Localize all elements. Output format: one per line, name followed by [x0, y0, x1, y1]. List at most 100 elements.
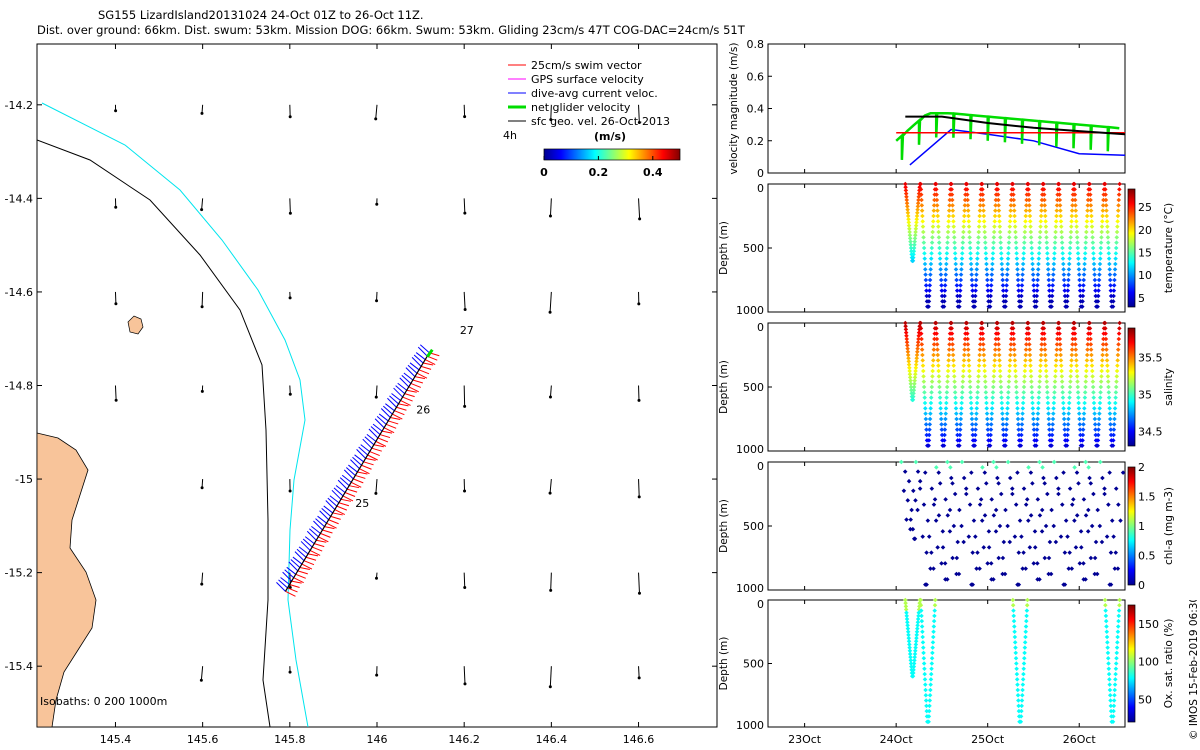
profile-point [945, 459, 950, 465]
profile-point [1052, 379, 1058, 384]
velocity-y-axis-label: velocity magnitude (m/s) [728, 43, 740, 175]
profile-point [996, 336, 1001, 342]
profile-point [1004, 277, 1010, 283]
profile-point [1021, 671, 1026, 677]
profile-point [1064, 438, 1070, 443]
swim-vector [357, 471, 368, 475]
profile-point [1067, 256, 1072, 261]
profile-point [937, 256, 943, 261]
profile-point [928, 261, 934, 267]
profile-point [904, 613, 910, 619]
profile-point [915, 349, 920, 355]
profile-point [906, 632, 911, 638]
profile-point [947, 336, 953, 342]
swim-vector [423, 362, 434, 366]
speed-colorbar-ticks: 0 0.2 0.4 [540, 156, 663, 179]
profile-point [1058, 347, 1063, 352]
profile-point [906, 635, 912, 641]
profile-point [1021, 245, 1027, 251]
profile-point [1100, 347, 1106, 352]
profile-point [911, 384, 917, 390]
profile-point [974, 400, 980, 406]
profile-point [988, 422, 994, 427]
profile-point [1057, 197, 1063, 203]
profile-point [905, 619, 910, 625]
profile-point [1113, 486, 1119, 491]
profile-point [1083, 245, 1088, 251]
profile-point [1108, 422, 1113, 427]
swim-vector [383, 427, 395, 434]
profile-point [1024, 613, 1029, 619]
profile-point [1030, 261, 1035, 267]
profile-point [1097, 406, 1102, 411]
profile-point [1064, 299, 1070, 304]
profile-point [902, 469, 908, 474]
profile-point [1037, 235, 1043, 240]
profile-point [1088, 555, 1094, 561]
profile-point [969, 283, 975, 288]
profile-point [1014, 661, 1019, 666]
sfc-current-arrow-head [288, 670, 292, 674]
profile-point [1000, 427, 1006, 432]
profile-point [977, 347, 983, 352]
profile-point [1026, 192, 1032, 197]
sfc-current-arrow-head [463, 585, 467, 589]
profile-point [1105, 368, 1110, 374]
profile-point [985, 288, 991, 293]
profile-point [1051, 256, 1057, 261]
profile-point [1113, 245, 1119, 251]
profile-point [1055, 336, 1060, 342]
profile-point [1091, 390, 1096, 395]
profile-point [989, 406, 995, 411]
profile-point [937, 395, 943, 400]
profile-point [1096, 277, 1102, 283]
profile-point [989, 267, 995, 272]
dac-vector [368, 428, 379, 439]
velocity-y-tick-label: 0 [757, 167, 764, 180]
profile-point [1023, 629, 1028, 635]
profile-point [982, 513, 988, 518]
profile-point [1068, 229, 1074, 235]
velocity-y-tick-label: 0.6 [747, 70, 765, 83]
sfc-current-arrow-head [463, 404, 467, 408]
profile-point [1105, 655, 1111, 661]
sfc-current-arrow-head [374, 491, 378, 495]
profile-point [1037, 368, 1043, 374]
profile-point [1078, 432, 1083, 438]
profile-point [1100, 208, 1106, 213]
profile-point [1041, 331, 1047, 336]
profile-point [1068, 374, 1073, 379]
profile-point [1005, 256, 1011, 261]
profile-point [1107, 272, 1113, 277]
profile-point [958, 416, 964, 422]
profile-point [1024, 497, 1030, 502]
profile-point [1069, 352, 1075, 358]
profile-point [1029, 390, 1035, 395]
scale-label: 4h [503, 129, 517, 142]
profile-point [1022, 374, 1027, 379]
profile-point [929, 550, 934, 555]
profile-point [1106, 671, 1112, 677]
profile-point [1000, 571, 1005, 577]
profile-point [1051, 267, 1056, 272]
profile-point [916, 333, 922, 339]
profile-point [953, 400, 958, 406]
profile-point [977, 342, 983, 347]
profile-point [1018, 719, 1024, 724]
swim-vector [390, 417, 401, 421]
profile-point [1107, 416, 1113, 422]
profile-point [1111, 703, 1117, 709]
profile-point [1043, 352, 1048, 358]
profile-point [908, 384, 914, 390]
velocity-series-line [895, 112, 1120, 160]
profile-point [958, 422, 963, 427]
profile-point [1024, 203, 1029, 208]
profile-point [952, 379, 957, 384]
dac-vector [311, 525, 321, 534]
profile-point [1115, 629, 1121, 635]
profile-point [1113, 256, 1118, 261]
profile-point [938, 261, 943, 267]
profile-point [935, 358, 941, 363]
profile-point [1053, 374, 1058, 379]
profile-point [951, 363, 956, 368]
